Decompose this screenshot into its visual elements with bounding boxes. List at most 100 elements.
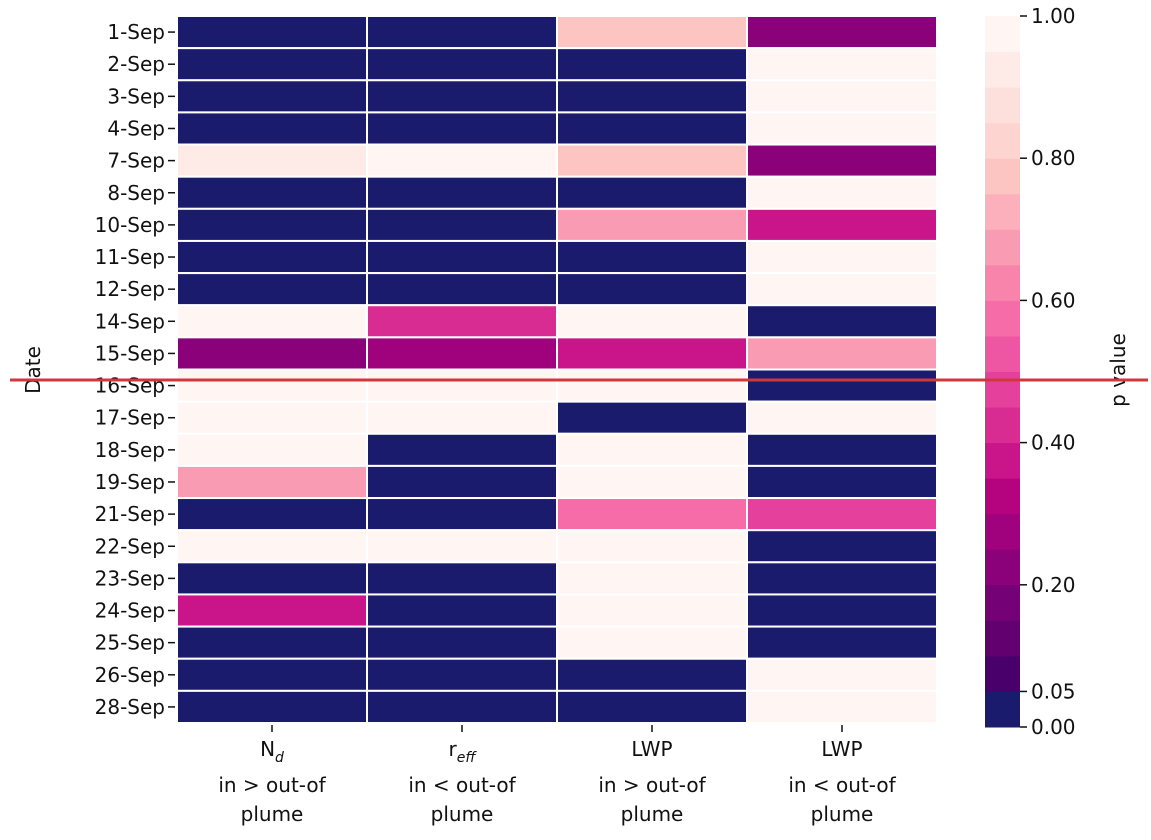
heatmap-cell [176,143,368,178]
colorbar-tick-label: 0.60 [1031,288,1076,312]
heatmap-cell [556,272,748,307]
heatmap-cell [556,304,748,339]
y-tick-label: 19-Sep [95,470,165,494]
heatmap-cell [176,15,368,50]
y-tick-label: 15-Sep [95,341,165,365]
x-tick-label-main: r [449,737,458,761]
heatmap-cell [176,625,368,660]
heatmap-cell [176,689,368,725]
heatmap-cell [556,464,748,500]
y-tick-label: 23-Sep [95,566,165,590]
heatmap-cell [366,593,558,628]
heatmap-cell [176,47,368,82]
y-tick-label: 16-Sep [95,374,165,398]
heatmap-cell [746,79,938,114]
heatmap-cell [556,368,748,403]
heatmap-cell [746,593,938,628]
y-tick-label: 26-Sep [95,663,165,687]
heatmap-cell [366,400,558,435]
heatmap-cell [746,15,938,50]
heatmap-cell [556,336,748,371]
heatmap-cell [746,304,938,339]
heatmap-cell [556,497,748,532]
x-tick-label-line: plume [621,802,684,826]
heatmap-cell [746,143,938,178]
heatmap-cell [366,689,558,725]
heatmap-cell [176,336,368,371]
heatmap-cell [746,625,938,660]
x-tick-label: reff [449,737,478,766]
heatmap-cell [746,689,938,725]
colorbar-bin [985,442,1020,479]
heatmap-cell [746,497,938,532]
heatmap-cell [746,561,938,596]
heatmap-cell [176,368,368,403]
heatmap-cell [746,657,938,692]
heatmap-cell [556,239,748,275]
x-tick-label-sub: eff [457,750,478,766]
x-tick-label-line: in > out-of [218,773,326,797]
colorbar-bin [985,407,1020,444]
x-tick-label-line: in < out-of [408,773,516,797]
heatmap-cell [176,207,368,242]
colorbar-bin [985,371,1020,408]
y-tick-label: 24-Sep [95,599,165,623]
heatmap-cell [366,15,558,50]
heatmap-cell [366,464,558,500]
y-tick-label: 10-Sep [95,213,165,237]
colorbar-bin [985,620,1020,657]
colorbar-bin [985,513,1020,550]
heatmap-cell [556,529,748,564]
heatmap-cell [746,47,938,82]
heatmap-cell [176,657,368,692]
y-tick-label: 11-Sep [95,245,165,269]
y-tick-label: 28-Sep [95,695,165,719]
colorbar-label: p value [1106,333,1130,407]
colorbar-bin [985,264,1020,301]
heatmap-cell [556,689,748,725]
x-tick-label-main: LWP [631,737,672,761]
colorbar-bin [985,51,1020,88]
heatmap-cell [746,432,938,467]
heatmap-cell [176,497,368,532]
y-tick-label: 8-Sep [107,181,165,205]
heatmap-cell [366,47,558,82]
heatmap-cell [366,207,558,242]
heatmap-cell [746,400,938,435]
y-tick-label: 2-Sep [107,52,165,76]
colorbar-bin [985,549,1020,586]
heatmap-cell [556,625,748,660]
heatmap-cell [366,432,558,467]
heatmap-cell [746,336,938,371]
y-tick-label: 22-Sep [95,534,165,558]
heatmap-cell [556,561,748,596]
heatmap-cell [366,272,558,307]
x-tick-label-line: plume [431,802,494,826]
y-tick-label: 3-Sep [107,84,165,108]
heatmap-cell [556,400,748,435]
colorbar-tick-label: 1.00 [1031,4,1076,28]
heatmap-cell [176,593,368,628]
colorbar-bin [985,193,1020,230]
x-tick-label: Nd [260,737,284,766]
y-tick-label: 14-Sep [95,309,165,333]
colorbar-tick-label: 0.20 [1031,573,1076,597]
x-tick-label-line: plume [241,802,304,826]
heatmap-cell [366,657,558,692]
x-tick-label: LWP [631,737,672,761]
y-tick-label: 17-Sep [95,406,165,430]
colorbar-bin [985,16,1020,53]
x-tick-label-main: N [260,737,275,761]
heatmap-cell [176,561,368,596]
heatmap-cell [556,593,748,628]
heatmap-cell [176,175,368,210]
heatmap-cell [556,111,748,146]
heatmap-cell [176,400,368,435]
heatmap-cell [556,79,748,114]
heatmap-cell [746,175,938,210]
x-tick-label-line: in < out-of [788,773,896,797]
colorbar-bin [985,158,1020,195]
heatmap-cell [746,368,938,403]
colorbar-bin [985,655,1020,692]
